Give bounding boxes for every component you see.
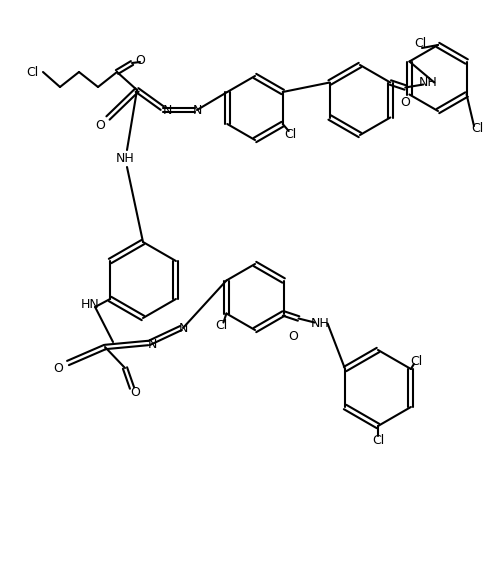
Text: HN: HN — [81, 298, 99, 311]
Text: O: O — [95, 118, 105, 131]
Text: N: N — [193, 104, 202, 117]
Text: O: O — [135, 53, 145, 67]
Text: NH: NH — [115, 151, 135, 164]
Text: Cl: Cl — [471, 122, 483, 134]
Text: NH: NH — [419, 76, 437, 89]
Text: Cl: Cl — [372, 434, 384, 447]
Text: Cl: Cl — [26, 65, 38, 79]
Text: O: O — [130, 386, 140, 398]
Text: Cl: Cl — [410, 354, 422, 368]
Text: NH: NH — [311, 317, 330, 330]
Text: Cl: Cl — [414, 36, 426, 50]
Text: Cl: Cl — [285, 127, 297, 141]
Text: N: N — [147, 337, 157, 351]
Text: N: N — [162, 104, 172, 117]
Text: O: O — [53, 361, 63, 374]
Text: O: O — [400, 96, 410, 109]
Text: N: N — [178, 321, 187, 335]
Text: Cl: Cl — [215, 319, 227, 332]
Text: O: O — [289, 330, 298, 343]
